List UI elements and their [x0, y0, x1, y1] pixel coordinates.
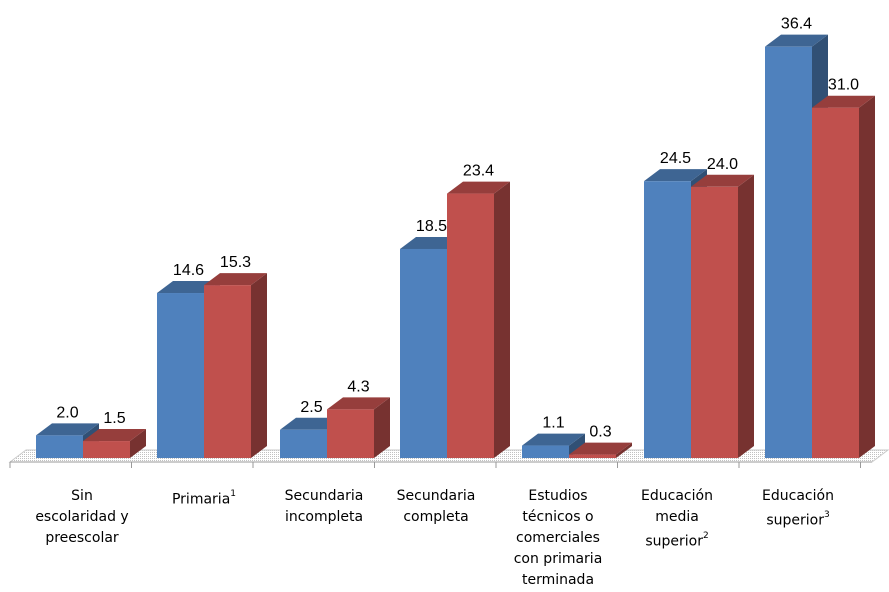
bar-side: [494, 181, 510, 458]
bar-front: [522, 445, 569, 458]
bar-s2-6: [812, 95, 875, 458]
bar-front: [400, 248, 447, 458]
bars-group: [36, 34, 875, 459]
bar-s2-1: [204, 273, 267, 458]
value-label-s1-2: 2.5: [300, 399, 322, 416]
bar-s2-4: [569, 442, 632, 458]
value-label-s1-6: 36.4: [781, 16, 812, 33]
value-label-s1-4: 1.1: [542, 415, 564, 432]
category-label-estudios-tecnicos: Estudios técnicos o comerciales con prim…: [513, 488, 603, 588]
value-label-s2-4: 0.3: [589, 424, 611, 441]
bar-front: [569, 454, 616, 458]
bar-front: [447, 193, 494, 458]
footnote-3: 3: [823, 510, 830, 520]
value-label-s1-5: 24.5: [660, 150, 691, 167]
bar-top: [569, 442, 632, 455]
category-label-secundaria-incompleta: Secundaria incompleta: [284, 488, 364, 525]
category-label-secundaria-completa: Secundaria completa: [396, 488, 476, 525]
bar-side: [374, 397, 390, 458]
bar-front: [812, 107, 859, 458]
bar-side: [251, 273, 267, 458]
bar-side: [738, 174, 754, 459]
value-label-s2-6: 31.0: [828, 77, 859, 94]
value-label-s1-3: 18.5: [416, 218, 447, 235]
bar-front: [36, 435, 83, 458]
value-label-s1-1: 14.6: [173, 262, 204, 279]
bar-s1-4: [522, 433, 585, 458]
bar-front: [204, 285, 251, 458]
bar-side: [859, 95, 875, 458]
bar-top: [327, 397, 390, 410]
bar-s2-3: [447, 181, 510, 458]
bar-top: [765, 34, 828, 47]
footnote-1: 1: [230, 489, 237, 499]
value-label-s2-5: 24.0: [707, 156, 738, 173]
bar-front: [327, 409, 374, 458]
bar-front: [644, 181, 691, 458]
bar-side: [130, 429, 146, 458]
bar-top: [83, 429, 146, 442]
bar-front: [765, 46, 812, 459]
category-label-educacion-media-superior: Educación media superior2: [641, 488, 713, 550]
value-label-s2-3: 23.4: [463, 163, 494, 180]
bar-s2-0: [83, 429, 146, 458]
bar-side: [616, 442, 632, 458]
bar-top: [691, 174, 754, 187]
footnote-2: 2: [702, 531, 709, 541]
bar-front: [83, 441, 130, 458]
bar-top: [644, 169, 707, 182]
bar-top: [812, 95, 875, 108]
bar-front: [280, 429, 327, 458]
bar-s2-5: [691, 174, 754, 459]
value-label-s2-0: 1.5: [103, 410, 125, 427]
value-labels-group: 2.0 14.6 2.5 18.5 1.1 24.5 36.4 1.5 15.3 4.3 23.4 0…: [56, 16, 859, 441]
category-label-sin-escolaridad: Sin escolaridad y preescolar: [35, 488, 129, 546]
bar-top: [36, 423, 99, 436]
category-label-educacion-superior: Educación superior3: [762, 488, 834, 529]
bar-front: [157, 293, 204, 458]
bar-front: [691, 186, 738, 459]
bar-s2-2: [327, 397, 390, 458]
value-label-s2-1: 15.3: [220, 254, 251, 271]
category-label-primaria: Primaria1: [171, 489, 237, 508]
bar-top: [204, 273, 267, 286]
value-label-s1-0: 2.0: [56, 404, 78, 421]
value-label-s2-2: 4.3: [347, 378, 369, 395]
bar-top: [447, 181, 510, 194]
bar-top: [522, 433, 585, 446]
